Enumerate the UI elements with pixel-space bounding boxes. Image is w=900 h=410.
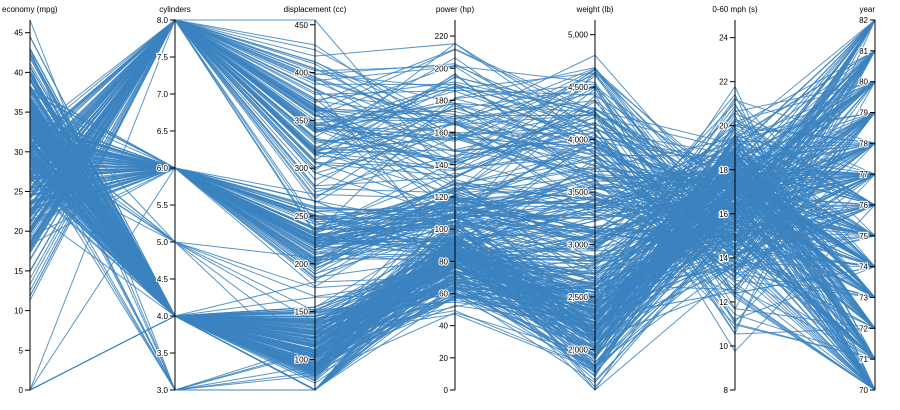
tick-label: 70	[859, 386, 868, 395]
tick-label: 5.5	[157, 201, 169, 210]
tick-label: 80	[439, 257, 448, 266]
axis-title: cylinders	[159, 5, 191, 14]
axis-title: economy (mpg)	[2, 5, 58, 14]
tick-label: 5	[19, 346, 24, 355]
tick-label: 400	[295, 69, 309, 78]
tick-label: 35	[14, 108, 23, 117]
tick-label: 0	[19, 386, 24, 395]
tick-label: 0	[444, 386, 449, 395]
axis-economy[interactable]: 0 5 10 15 20 25 30 35 40 45 economy (mpg)	[1, 4, 59, 396]
tick-label: 6.0	[157, 164, 169, 173]
tick-label: 78	[859, 139, 868, 148]
tick-label: 8.0	[157, 16, 169, 25]
tick-label: 8	[724, 386, 729, 395]
tick-label: 200	[295, 260, 309, 269]
tick-label: 18	[719, 166, 728, 175]
tick-label: 77	[859, 170, 868, 179]
axis-title: 0-60 mph (s)	[712, 5, 758, 14]
tick-label: 30	[14, 148, 23, 157]
tick-label: 2,500	[568, 293, 589, 302]
tick-label: 45	[14, 29, 23, 38]
tick-label: 25	[14, 188, 23, 197]
tick-label: 6.5	[157, 127, 169, 136]
tick-label: 40	[439, 322, 448, 331]
axis-title: power (hp)	[436, 5, 475, 14]
tick-label: 20	[439, 354, 448, 363]
tick-label: 80	[859, 78, 868, 87]
tick-label: 7.5	[157, 53, 169, 62]
tick-label: 24	[719, 34, 728, 43]
tick-label: 72	[859, 324, 868, 333]
tick-label: 100	[435, 225, 449, 234]
tick-label: 12	[719, 298, 728, 307]
tick-label: 200	[435, 64, 449, 73]
tick-label: 180	[435, 96, 449, 105]
tick-label: 350	[295, 116, 309, 125]
tick-label: 15	[14, 267, 23, 276]
tick-label: 450	[295, 21, 309, 30]
tick-label: 220	[435, 32, 449, 41]
tick-label: 300	[295, 164, 309, 173]
tick-label: 140	[435, 161, 449, 170]
tick-label: 40	[14, 68, 23, 77]
tick-label: 73	[859, 294, 868, 303]
axis-title: displacement (cc)	[284, 5, 347, 14]
tick-label: 22	[719, 78, 728, 87]
tick-label: 4,000	[568, 136, 589, 145]
axes-layer: 0 5 10 15 20 25 30 35 40 45 economy (mpg) 3.0 3.5 4.0…	[1, 4, 877, 396]
tick-label: 150	[295, 308, 309, 317]
tick-label: 82	[859, 16, 868, 25]
tick-label: 3.5	[157, 349, 169, 358]
tick-label: 3,500	[568, 188, 589, 197]
tick-label: 100	[295, 355, 309, 364]
tick-label: 120	[435, 193, 449, 202]
tick-label: 2,000	[568, 345, 589, 354]
axis-cylinders[interactable]: 3.0 3.5 4.0 4.5 5.0 5.5 6.0 6.5 7.0 7.5 8.0 cylinde…	[156, 4, 192, 396]
tick-label: 14	[719, 254, 728, 263]
tick-label: 4.0	[157, 312, 169, 321]
tick-label: 81	[859, 47, 868, 56]
axis-title: weight (lb)	[576, 5, 614, 14]
tick-label: 7.0	[157, 90, 169, 99]
axis-year[interactable]: 70 71 72 73 74 75 76 77 78 79 80 81 82 year	[858, 4, 876, 396]
axis-power[interactable]: 0 20 40 60 80 100 120 140 160 180 200 220 power (hp)	[434, 4, 476, 396]
tick-label: 3.0	[157, 386, 169, 395]
tick-label: 10	[14, 307, 23, 316]
tick-label: 4,500	[568, 83, 589, 92]
tick-label: 10	[719, 342, 728, 351]
tick-label: 5.0	[157, 238, 169, 247]
tick-label: 5,000	[568, 31, 589, 40]
tick-label: 3,000	[568, 240, 589, 249]
tick-label: 60	[439, 289, 448, 298]
axis-weight[interactable]: 2,000 2,500 3,000 3,500 4,000 4,500 5,000 weigh…	[567, 4, 615, 390]
tick-label: 76	[859, 201, 868, 210]
tick-label: 4.5	[157, 275, 169, 284]
tick-label: 75	[859, 232, 868, 241]
axis-title: year	[859, 5, 875, 14]
tick-label: 250	[295, 212, 309, 221]
tick-label: 160	[435, 129, 449, 138]
axis-displacement[interactable]: 100 150 200 250 300 350 400 450 displacement (cc…	[283, 4, 348, 390]
tick-label: 71	[859, 355, 868, 364]
tick-label: 79	[859, 109, 868, 118]
tick-label: 16	[719, 210, 728, 219]
tick-label: 74	[859, 263, 868, 272]
tick-label: 20	[14, 227, 23, 236]
axis-accel[interactable]: 8 10 12 14 16 18 20 22 24 0-60 mph (s)	[711, 4, 759, 396]
tick-label: 20	[719, 122, 728, 131]
